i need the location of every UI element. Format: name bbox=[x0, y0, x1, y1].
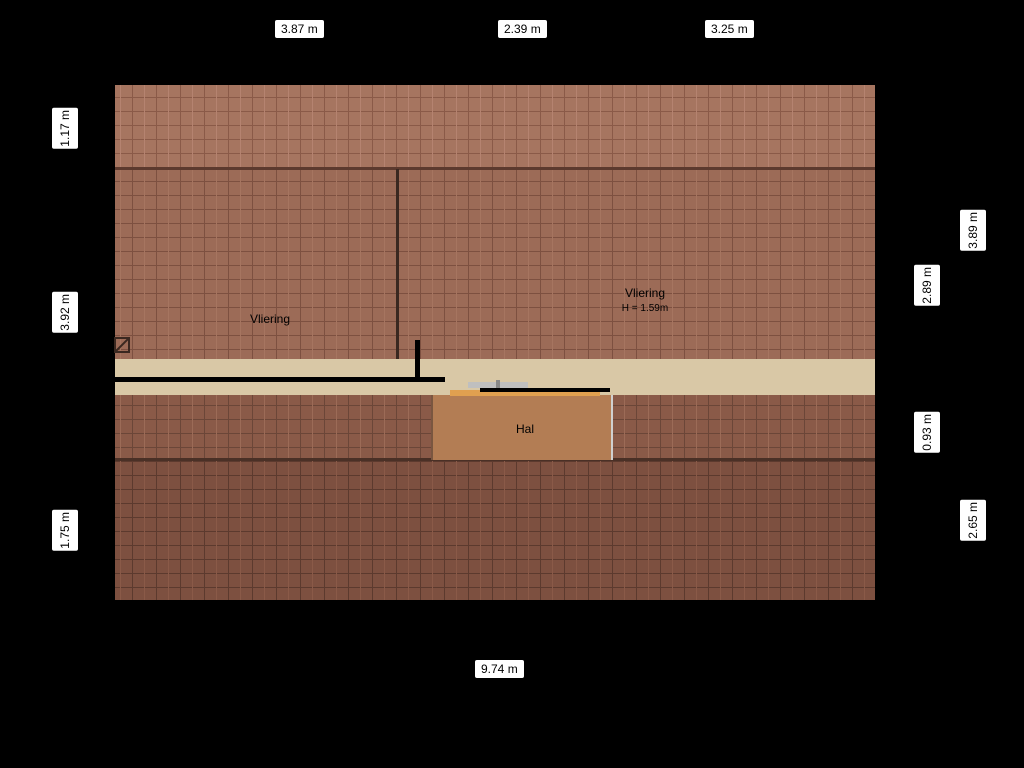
roof-band-4 bbox=[115, 460, 875, 600]
room-label-hal: Hal bbox=[505, 422, 545, 436]
dim-right-outer-1: 3.89 m bbox=[960, 210, 986, 251]
room-name: Vliering bbox=[625, 286, 665, 300]
dim-left-2: 3.92 m bbox=[52, 292, 78, 333]
wall bbox=[415, 340, 420, 382]
wall bbox=[415, 377, 445, 382]
dim-bottom-1: 9.74 m bbox=[475, 660, 524, 678]
room-name: Hal bbox=[516, 422, 534, 436]
room-label-vliering-left: Vliering bbox=[230, 312, 310, 326]
dim-top-2: 2.39 m bbox=[498, 20, 547, 38]
dim-top-1: 3.87 m bbox=[275, 20, 324, 38]
wall bbox=[115, 377, 415, 382]
dim-right-inner-1: 2.89 m bbox=[914, 265, 940, 306]
room-name: Vliering bbox=[250, 312, 290, 326]
dim-left-3: 1.75 m bbox=[52, 510, 78, 551]
wall-vertical-divider bbox=[396, 169, 399, 359]
room-label-vliering-right: Vliering H = 1.59m bbox=[595, 286, 695, 314]
room-height: H = 1.59m bbox=[622, 303, 668, 314]
roof-band-2 bbox=[115, 169, 875, 359]
dim-right-inner-2: 0.93 m bbox=[914, 412, 940, 453]
roof-plan-svg bbox=[0, 0, 1024, 768]
dim-top-3: 3.25 m bbox=[705, 20, 754, 38]
wall bbox=[480, 388, 610, 392]
floorplan-canvas: Vliering Vliering H = 1.59m Hal 3.87 m 2… bbox=[0, 0, 1024, 768]
dim-left-1: 1.17 m bbox=[52, 108, 78, 149]
dim-right-outer-2: 2.65 m bbox=[960, 500, 986, 541]
roof-band-1 bbox=[115, 85, 875, 169]
